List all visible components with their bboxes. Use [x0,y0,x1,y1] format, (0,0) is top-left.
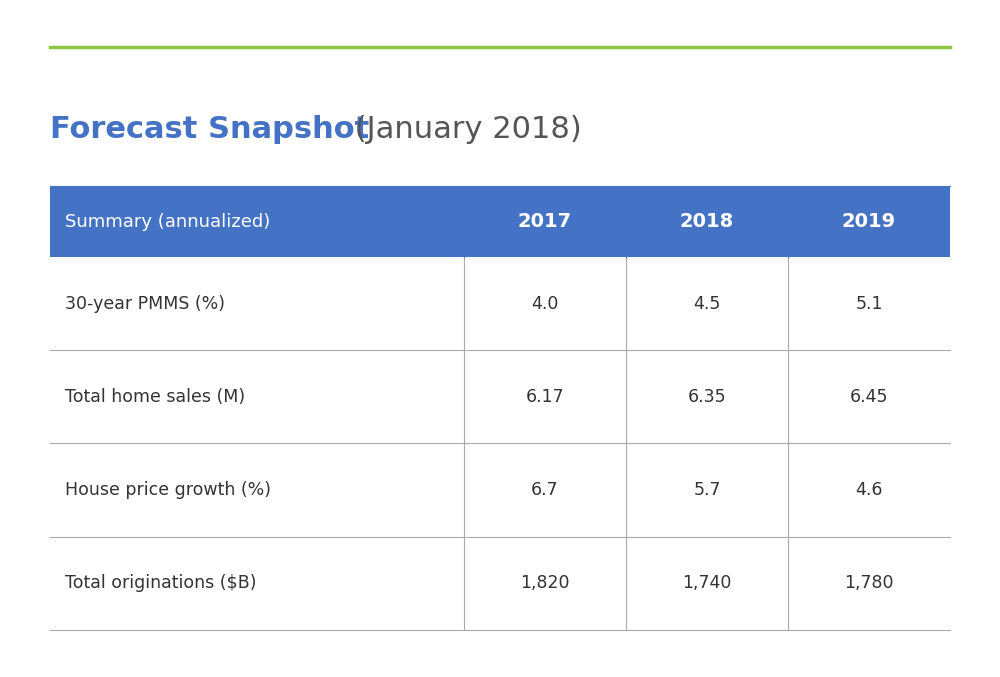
Text: 6.17: 6.17 [526,388,564,406]
Text: 4.6: 4.6 [855,481,883,499]
Text: 2019: 2019 [842,212,896,232]
Text: 6.7: 6.7 [531,481,559,499]
Text: House price growth (%): House price growth (%) [65,481,271,499]
Text: Total originations ($B): Total originations ($B) [65,574,256,592]
Text: 4.5: 4.5 [693,294,721,313]
Text: 5.1: 5.1 [855,294,883,313]
Text: 2017: 2017 [518,212,572,232]
Text: 30-year PMMS (%): 30-year PMMS (%) [65,294,225,313]
Text: 4.0: 4.0 [531,294,559,313]
Text: 6.35: 6.35 [688,388,726,406]
Text: 1,780: 1,780 [844,574,894,592]
Text: 1,820: 1,820 [520,574,570,592]
Text: Summary (annualized): Summary (annualized) [65,213,270,231]
Text: Total home sales (M): Total home sales (M) [65,388,245,406]
Text: 2018: 2018 [680,212,734,232]
Text: (January 2018): (January 2018) [345,115,582,144]
Text: 6.45: 6.45 [850,388,888,406]
Text: 5.7: 5.7 [693,481,721,499]
Text: 1,740: 1,740 [682,574,732,592]
Text: Forecast Snapshot: Forecast Snapshot [50,115,369,144]
